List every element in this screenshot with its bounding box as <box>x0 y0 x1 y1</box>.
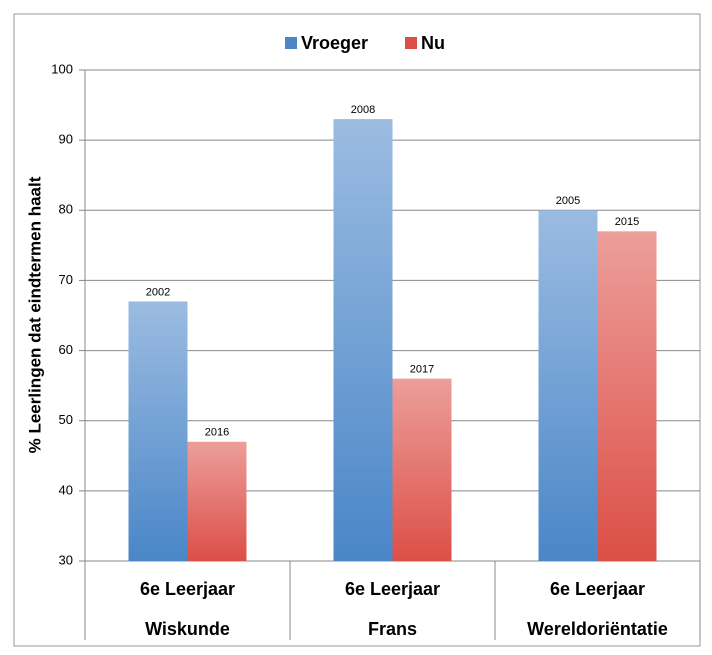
x-tick-label: 6e Leerjaar <box>345 579 440 599</box>
y-tick-label: 40 <box>59 482 73 497</box>
legend-swatch <box>405 37 417 49</box>
data-label: 2016 <box>205 427 229 439</box>
y-tick-label: 80 <box>59 202 73 217</box>
y-tick-label: 60 <box>59 342 73 357</box>
x-tick-label: Frans <box>368 619 417 639</box>
data-label: 2002 <box>146 286 170 298</box>
y-tick-label: 100 <box>51 61 73 76</box>
y-tick-label: 70 <box>59 272 73 287</box>
x-tick-label: Wiskunde <box>145 619 230 639</box>
data-label: 2005 <box>556 195 580 207</box>
chart-border <box>13 13 701 647</box>
x-tick-label: Wereldoriëntatie <box>527 619 668 639</box>
data-label: 2017 <box>410 364 434 376</box>
y-tick-label: 30 <box>59 552 73 567</box>
bar <box>187 441 247 561</box>
data-label: 2015 <box>615 216 639 228</box>
data-label: 2008 <box>351 104 375 116</box>
bar <box>538 210 598 562</box>
y-tick-label: 50 <box>59 412 73 427</box>
bar <box>597 231 657 562</box>
y-axis-title: % Leerlingen dat eindtermen haalt <box>25 176 44 453</box>
bar <box>392 378 452 561</box>
bar <box>128 301 188 561</box>
legend-label: Nu <box>421 33 445 53</box>
bar <box>333 119 393 561</box>
x-tick-label: 6e Leerjaar <box>550 579 645 599</box>
y-tick-label: 90 <box>59 132 73 147</box>
legend-label: Vroeger <box>301 33 368 53</box>
x-tick-label: 6e Leerjaar <box>140 579 235 599</box>
legend-swatch <box>285 37 297 49</box>
